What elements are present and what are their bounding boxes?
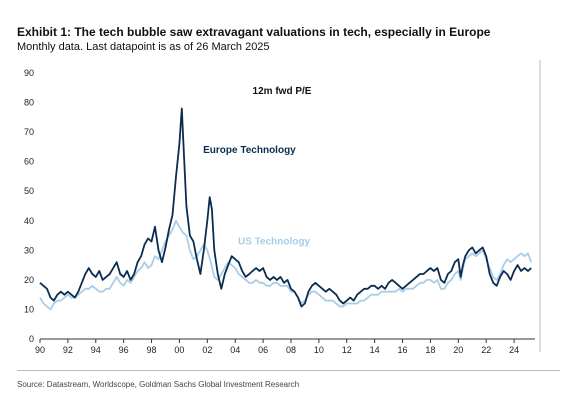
x-tick-label: 98 xyxy=(147,345,157,355)
x-axis: 90 92 94 96 98 00 02 04 06 08 10 12 14 16 18 20 22 24 xyxy=(35,339,519,355)
y-tick-label: 10 xyxy=(24,304,34,314)
x-tick-label: 08 xyxy=(286,345,296,355)
source-note: Source: Datastream, Worldscope, Goldman … xyxy=(17,380,300,389)
footer-divider xyxy=(17,370,560,371)
series-label: Europe Technology xyxy=(203,145,296,156)
inner-chart-title: 12m fwd P/E xyxy=(253,86,312,97)
y-tick-label: 30 xyxy=(24,245,34,255)
x-tick-label: 16 xyxy=(398,345,408,355)
x-tick-label: 96 xyxy=(119,345,129,355)
y-tick-label: 90 xyxy=(24,68,34,78)
x-tick-label: 22 xyxy=(481,345,491,355)
series-line-us-technology xyxy=(39,219,533,311)
x-tick-label: 06 xyxy=(258,345,268,355)
y-axis: 0 10 20 30 40 50 60 70 80 90 xyxy=(24,68,34,344)
plot-frame xyxy=(40,60,541,352)
y-tick-label: 70 xyxy=(24,127,34,137)
y-tick-label: 40 xyxy=(24,216,34,226)
x-tick-label: 92 xyxy=(63,345,73,355)
chart-title: Exhibit 1: The tech bubble saw extravaga… xyxy=(17,25,491,39)
y-tick-label: 50 xyxy=(24,186,34,196)
x-tick-label: 14 xyxy=(370,345,380,355)
series-annotations: Europe Technology US Technology xyxy=(203,145,310,248)
x-tick-label: 02 xyxy=(202,345,212,355)
y-tick-label: 60 xyxy=(24,157,34,167)
x-tick-label: 18 xyxy=(425,345,435,355)
x-tick-label: 90 xyxy=(35,345,45,355)
x-tick-label: 10 xyxy=(314,345,324,355)
x-tick-label: 24 xyxy=(509,345,519,355)
series-label: US Technology xyxy=(238,236,310,247)
x-tick-label: 00 xyxy=(174,345,184,355)
x-tick-label: 04 xyxy=(230,345,240,355)
y-tick-label: 20 xyxy=(24,275,34,285)
x-tick-label: 20 xyxy=(453,345,463,355)
x-tick-label: 94 xyxy=(91,345,101,355)
series-layer xyxy=(39,107,533,311)
y-tick-label: 80 xyxy=(24,98,34,108)
chart-subtitle: Monthly data. Last datapoint is as of 26… xyxy=(17,41,270,53)
series-line-europe-technology xyxy=(39,107,532,308)
x-tick-label: 12 xyxy=(342,345,352,355)
y-tick-label: 0 xyxy=(29,334,34,344)
